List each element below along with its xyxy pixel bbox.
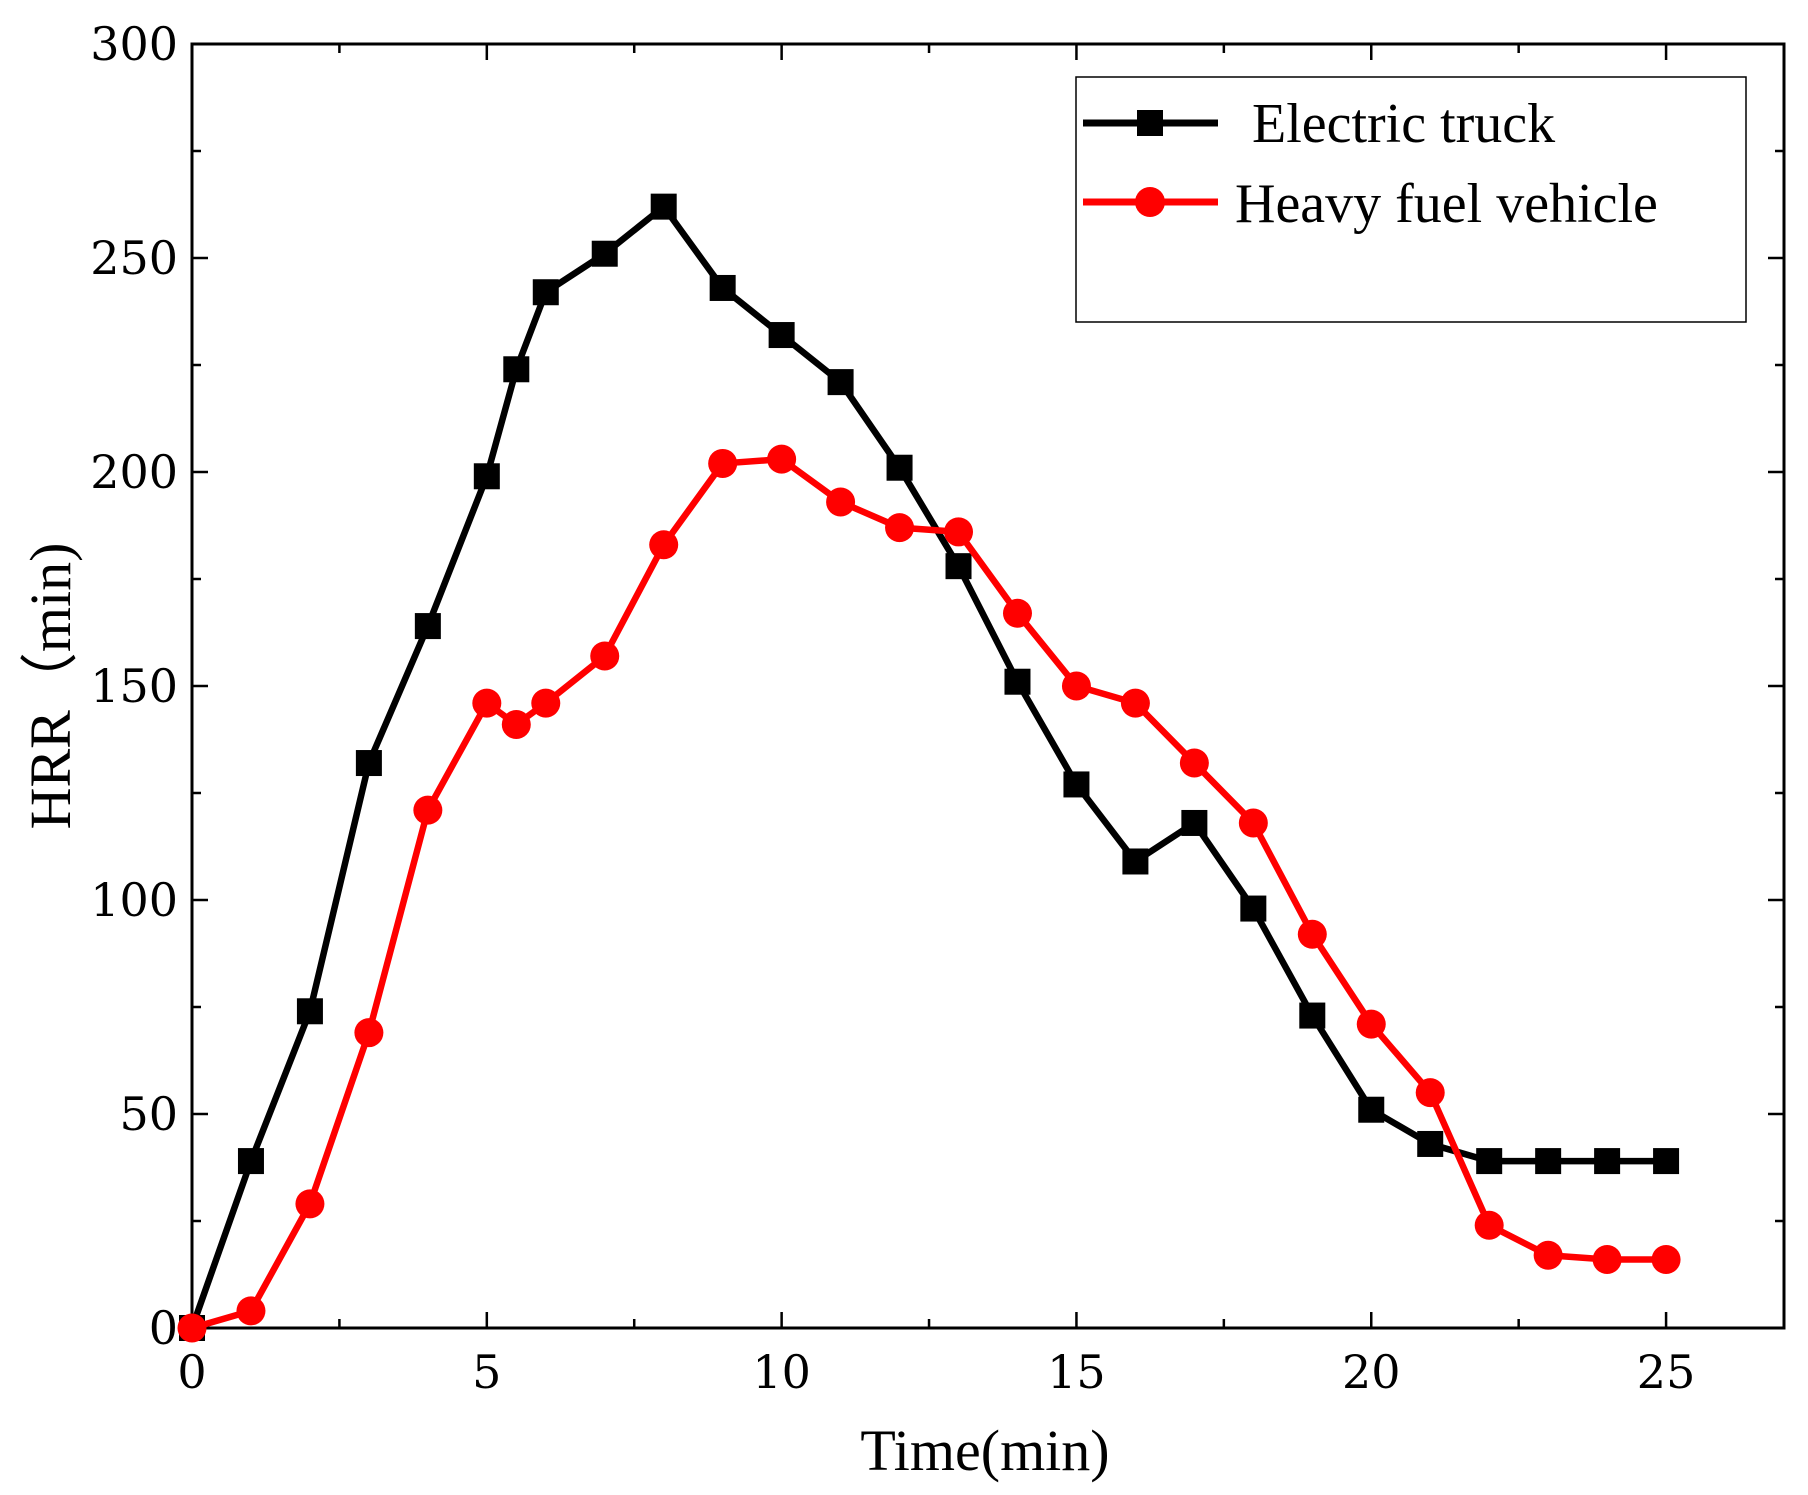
data-point bbox=[1533, 1240, 1563, 1270]
data-point bbox=[1004, 668, 1031, 695]
x-tick-label: 20 bbox=[1342, 1345, 1401, 1399]
y-axis-title: HRR（min) bbox=[18, 543, 83, 830]
data-point bbox=[1358, 1096, 1385, 1123]
data-point bbox=[1122, 848, 1149, 875]
data-point bbox=[826, 487, 856, 517]
data-point bbox=[649, 530, 679, 560]
data-point bbox=[532, 279, 559, 306]
data-point bbox=[1181, 809, 1208, 836]
data-point bbox=[1061, 671, 1091, 701]
data-point bbox=[708, 448, 738, 478]
data-point bbox=[1474, 1210, 1504, 1240]
data-point bbox=[591, 240, 618, 267]
data-point bbox=[886, 454, 913, 481]
data-point bbox=[1002, 598, 1032, 628]
data-point bbox=[503, 356, 530, 383]
data-point bbox=[1415, 1078, 1445, 1108]
y-tick-label: 150 bbox=[90, 659, 178, 713]
y-tick-labels: 0 50 100 150 200 250 300 bbox=[90, 17, 178, 1355]
y-tick-label: 300 bbox=[90, 17, 178, 71]
data-point bbox=[1476, 1148, 1503, 1175]
data-point bbox=[236, 1296, 266, 1326]
y-tick-label: 0 bbox=[149, 1301, 178, 1355]
data-point bbox=[885, 513, 915, 543]
data-point bbox=[768, 322, 795, 349]
data-point bbox=[709, 274, 736, 301]
data-point bbox=[1417, 1130, 1444, 1157]
data-point bbox=[1592, 1245, 1622, 1275]
y-tick-label: 50 bbox=[119, 1087, 178, 1141]
data-point bbox=[1240, 895, 1267, 922]
data-point bbox=[767, 444, 797, 474]
data-point bbox=[473, 463, 500, 490]
data-point bbox=[1356, 1009, 1386, 1039]
data-point bbox=[1299, 1002, 1326, 1029]
x-tick-label: 15 bbox=[1047, 1345, 1106, 1399]
legend: Electric truck Heavy fuel vehicle bbox=[1075, 76, 1747, 323]
data-point bbox=[355, 750, 382, 777]
data-point bbox=[944, 517, 974, 547]
axis-ticks bbox=[190, 42, 1784, 1330]
series-line-heavy-fuel-vehicle bbox=[188, 455, 1670, 1332]
data-point bbox=[1120, 688, 1150, 718]
x-tick-label: 25 bbox=[1637, 1345, 1696, 1399]
data-point bbox=[1651, 1245, 1681, 1275]
data-point bbox=[295, 1189, 325, 1219]
data-point bbox=[472, 688, 502, 718]
data-point bbox=[827, 369, 854, 396]
x-tick-label: 0 bbox=[177, 1345, 206, 1399]
data-point bbox=[414, 613, 441, 640]
data-point bbox=[531, 688, 561, 718]
data-point bbox=[177, 1313, 207, 1343]
series-layer bbox=[177, 193, 1681, 1343]
data-point bbox=[296, 998, 323, 1025]
x-tick-label: 10 bbox=[752, 1345, 811, 1399]
data-point bbox=[237, 1148, 264, 1175]
data-point bbox=[1063, 771, 1090, 798]
data-point bbox=[650, 193, 677, 220]
data-point bbox=[1653, 1148, 1680, 1175]
data-point bbox=[590, 641, 620, 671]
y-tick-label: 250 bbox=[90, 231, 178, 285]
data-point bbox=[501, 710, 531, 740]
series-heavy-fuel-vehicle bbox=[177, 444, 1681, 1343]
series-line-electric-truck bbox=[188, 203, 1670, 1332]
legend-entry-heavy-fuel-vehicle: Heavy fuel vehicle bbox=[1083, 173, 1658, 235]
x-tick-label: 5 bbox=[472, 1345, 501, 1399]
x-tick-labels: 0 5 10 15 20 25 bbox=[177, 1345, 1695, 1399]
data-point bbox=[1297, 919, 1327, 949]
data-point bbox=[354, 1018, 384, 1048]
data-point bbox=[1535, 1148, 1562, 1175]
y-tick-label: 200 bbox=[90, 445, 178, 499]
data-point bbox=[1594, 1148, 1621, 1175]
data-point bbox=[945, 553, 972, 580]
legend-label-electric-truck: Electric truck bbox=[1252, 93, 1555, 155]
legend-label-heavy-fuel-vehicle: Heavy fuel vehicle bbox=[1235, 173, 1658, 235]
data-point bbox=[1179, 748, 1209, 778]
data-point bbox=[1238, 808, 1268, 838]
legend-entry-electric-truck: Electric truck bbox=[1083, 93, 1555, 155]
data-point bbox=[413, 795, 443, 825]
series-electric-truck bbox=[179, 193, 1680, 1341]
legend-marker-electric-truck bbox=[1137, 110, 1163, 136]
x-axis-title: Time(min) bbox=[860, 1418, 1109, 1483]
y-tick-label: 100 bbox=[90, 873, 178, 927]
legend-marker-heavy-fuel-vehicle bbox=[1135, 187, 1165, 217]
